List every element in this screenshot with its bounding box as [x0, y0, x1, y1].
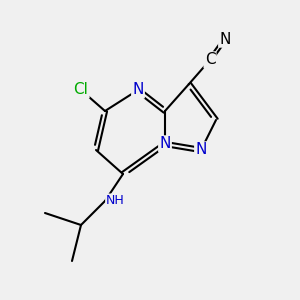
Text: NH: NH: [106, 194, 125, 208]
Text: Cl: Cl: [74, 82, 88, 98]
Text: N: N: [159, 136, 171, 152]
Text: C: C: [205, 52, 215, 68]
Text: N: N: [132, 82, 144, 98]
Text: N: N: [195, 142, 207, 158]
Text: N: N: [219, 32, 231, 46]
